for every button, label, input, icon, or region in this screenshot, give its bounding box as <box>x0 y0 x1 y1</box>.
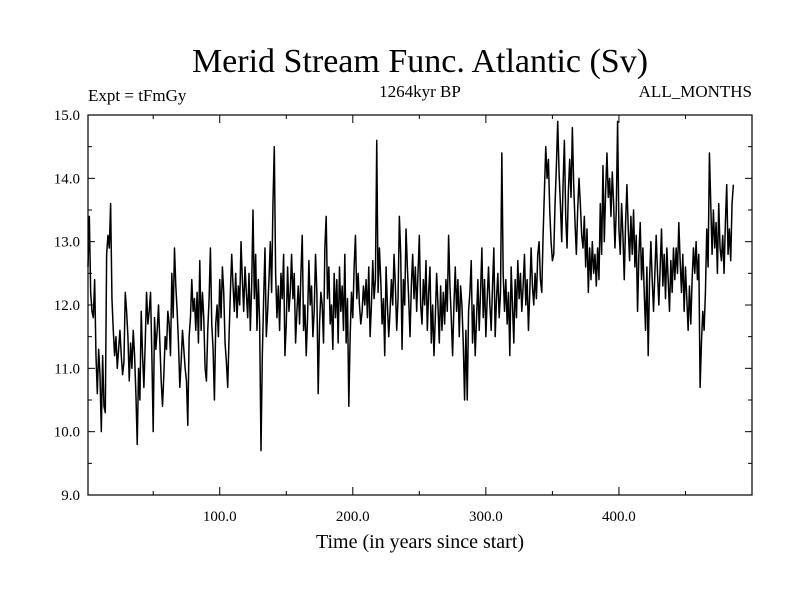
y-tick-label: 15.0 <box>54 108 80 124</box>
x-axis: 100.0 200.0 300.0 400.0 <box>152 115 686 525</box>
experiment-label: Expt = tFmGy <box>88 86 187 105</box>
y-tick-label: 10.0 <box>54 425 80 441</box>
x-tick-label: 100.0 <box>203 509 237 525</box>
y-tick-label: 13.0 <box>54 235 80 251</box>
x-tick-label: 300.0 <box>469 509 503 525</box>
months-label: ALL_MONTHS <box>639 82 752 101</box>
y-tick-label: 9.0 <box>61 488 80 504</box>
y-axis: 9.0 10.0 11.0 12.0 13.0 14.0 15.0 <box>54 108 752 504</box>
y-tick-label: 14.0 <box>54 171 80 187</box>
x-tick-label: 200.0 <box>336 509 370 525</box>
chart-subtitle: 1264kyr BP <box>379 82 461 101</box>
x-axis-label: Time (in years since start) <box>316 531 524 553</box>
chart-title: Merid Stream Func. Atlantic (Sv) <box>192 43 648 80</box>
y-tick-label: 12.0 <box>54 298 80 314</box>
series-line <box>87 120 735 452</box>
y-tick-label: 11.0 <box>54 361 80 377</box>
x-tick-label: 400.0 <box>602 509 636 525</box>
